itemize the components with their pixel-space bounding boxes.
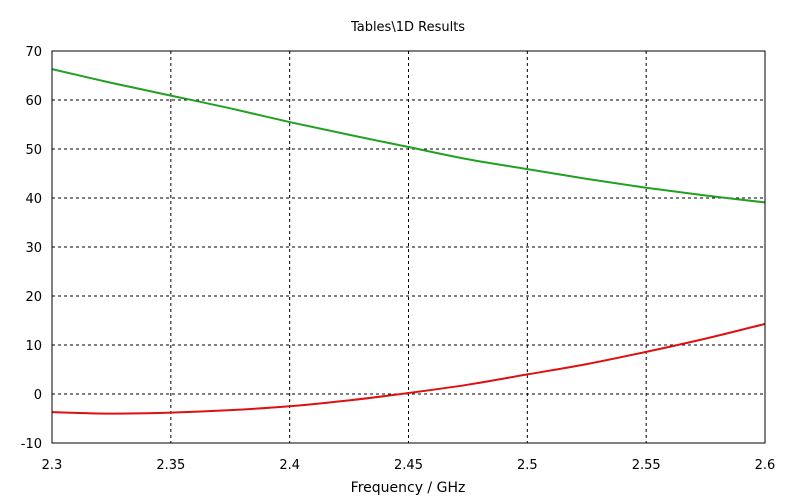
x-tick-label: 2.5 — [517, 458, 538, 473]
y-tick-label: 40 — [25, 192, 42, 207]
y-tick-label: -10 — [21, 437, 42, 452]
x-tick-label: 2.4 — [279, 458, 300, 473]
series-line-2 — [51, 322, 766, 415]
y-tick-labels: -10 0 10 20 30 40 50 60 70 — [21, 45, 42, 452]
y-tick-label: 0 — [34, 388, 42, 403]
y-tick-label: 10 — [25, 339, 42, 354]
series-layer — [51, 68, 766, 415]
y-tick-label: 30 — [25, 241, 42, 256]
x-tick-label: 2.45 — [394, 458, 423, 473]
chart-title: Tables\1D Results — [350, 20, 465, 35]
plot-frame — [51, 50, 766, 444]
x-tick-label: 2.35 — [156, 458, 185, 473]
x-axis-title: Frequency / GHz — [351, 480, 466, 496]
series-line-1 — [51, 68, 766, 204]
grid-lines — [52, 51, 765, 443]
x-tick-label: 2.6 — [755, 458, 776, 473]
y-tick-label: 70 — [25, 45, 42, 60]
x-tick-labels: 2.3 2.35 2.4 2.45 2.5 2.55 2.6 — [42, 458, 776, 473]
y-tick-label: 60 — [25, 94, 42, 109]
x-tick-label: 2.55 — [632, 458, 661, 473]
y-tick-label: 20 — [25, 290, 42, 305]
x-tick-label: 2.3 — [42, 458, 63, 473]
y-tick-label: 50 — [25, 143, 42, 158]
